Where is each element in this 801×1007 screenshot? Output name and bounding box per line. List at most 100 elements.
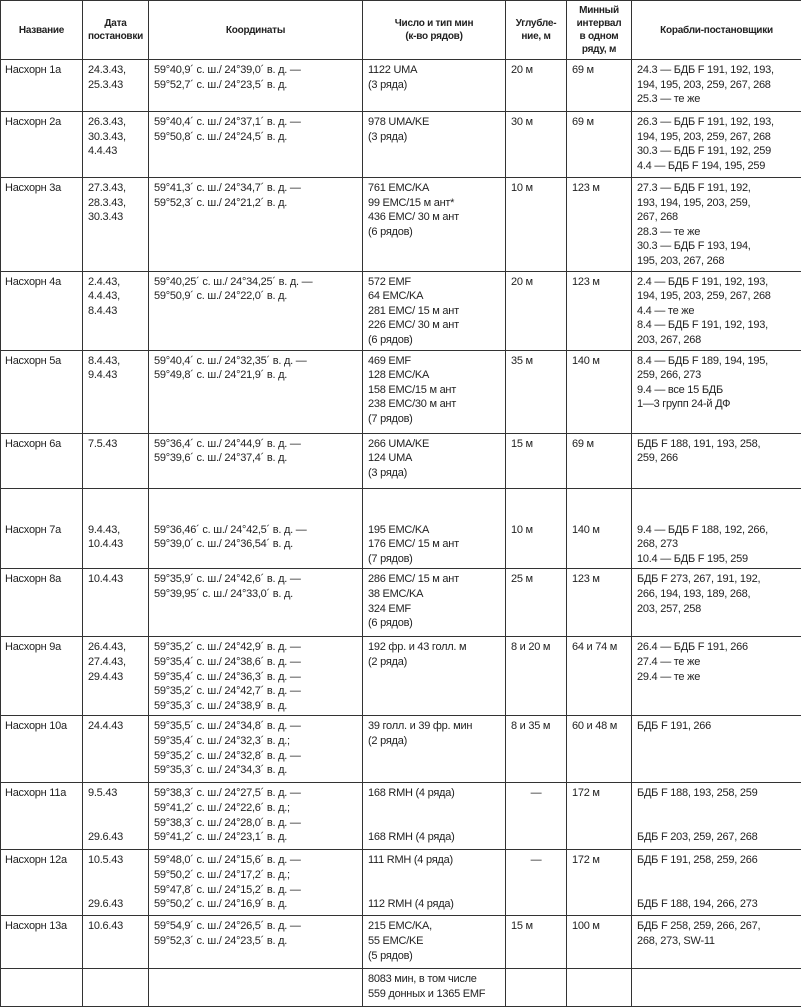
cell-interval: 123 м: [567, 271, 632, 350]
cell-interval: 69 м: [567, 433, 632, 488]
cell-mines: 111 RMH (4 ряда) 112 RMH (4 ряда): [363, 850, 506, 916]
cell-mines: 39 голл. и 39 фр. мин (2 ряда): [363, 716, 506, 783]
cell-date: 7.5.43: [83, 433, 149, 488]
cell-depth: 20 м: [506, 60, 567, 112]
cell-mines: 978 UMA/KE (3 ряда): [363, 112, 506, 178]
cell-name: Насхорн 13а: [1, 916, 83, 969]
cell-ships: 26.4 — БДБ F 191, 266 27.4 — те же 29.4 …: [632, 637, 801, 716]
cell-coordinates: 59°40,25´ с. ш./ 24°34,25´ в. д. — 59°50…: [149, 271, 363, 350]
cell-name: [1, 969, 83, 1007]
cell-ships: 8.4 — БДБ F 189, 194, 195, 259, 266, 273…: [632, 350, 801, 433]
cell-ships: [632, 969, 801, 1007]
cell-date: 9.5.43 29.6.43: [83, 783, 149, 850]
cell-name: Насхорн 10а: [1, 716, 83, 783]
cell-interval: 64 и 74 м: [567, 637, 632, 716]
cell-coordinates: 59°35,2´ с. ш./ 24°42,9´ в. д. — 59°35,4…: [149, 637, 363, 716]
cell-ships: БДБ F 191, 258, 259, 266 БДБ F 188, 194,…: [632, 850, 801, 916]
cell-interval: 140 м: [567, 488, 632, 569]
cell-mines: 286 EMC/ 15 м ант 38 EMC/KA 324 EMF (6 р…: [363, 569, 506, 637]
cell-mines: 266 UMA/KE 124 UMA (3 ряда): [363, 433, 506, 488]
cell-depth: 10 м: [506, 178, 567, 272]
cell-interval: 100 м: [567, 916, 632, 969]
cell-mines: 572 EMF 64 EMC/KA 281 EMC/ 15 м ант 226 …: [363, 271, 506, 350]
cell-depth: 10 м: [506, 488, 567, 569]
header-date: Дата постановки: [83, 1, 149, 60]
cell-ships: БДБ F 258, 259, 266, 267, 268, 273, SW-1…: [632, 916, 801, 969]
cell-mines: 192 фр. и 43 голл. м (2 ряда): [363, 637, 506, 716]
cell-interval: 140 м: [567, 350, 632, 433]
cell-interval: 172 м: [567, 783, 632, 850]
header-depth: Углубле- ние, м: [506, 1, 567, 60]
header-mines: Число и тип мин (к-во рядов): [363, 1, 506, 60]
header-coordinates: Координаты: [149, 1, 363, 60]
cell-depth: 35 м: [506, 350, 567, 433]
cell-interval: [567, 969, 632, 1007]
cell-interval: 60 и 48 м: [567, 716, 632, 783]
cell-name: Насхорн 2а: [1, 112, 83, 178]
cell-date: 8.4.43, 9.4.43: [83, 350, 149, 433]
cell-depth: 15 м: [506, 433, 567, 488]
cell-name: Насхорн 1а: [1, 60, 83, 112]
cell-ships: БДБ F 273, 267, 191, 192, 266, 194, 193,…: [632, 569, 801, 637]
cell-date: 2.4.43, 4.4.43, 8.4.43: [83, 271, 149, 350]
cell-date: 10.5.43 29.6.43: [83, 850, 149, 916]
cell-depth: —: [506, 850, 567, 916]
cell-depth: [506, 969, 567, 1007]
cell-name: Насхорн 7а: [1, 488, 83, 569]
header-ships: Корабли-постановщики: [632, 1, 801, 60]
cell-interval: 123 м: [567, 178, 632, 272]
cell-coordinates: 59°36,46´ с. ш./ 24°42,5´ в. д. — 59°39,…: [149, 488, 363, 569]
cell-depth: 15 м: [506, 916, 567, 969]
cell-interval: 172 м: [567, 850, 632, 916]
cell-name: Насхорн 6а: [1, 433, 83, 488]
cell-depth: 8 и 35 м: [506, 716, 567, 783]
cell-coordinates: 59°36,4´ с. ш./ 24°44,9´ в. д. — 59°39,6…: [149, 433, 363, 488]
cell-date: 26.4.43, 27.4.43, 29.4.43: [83, 637, 149, 716]
cell-name: Насхорн 5а: [1, 350, 83, 433]
cell-coordinates: 59°54,9´ с. ш./ 24°26,5´ в. д. — 59°52,3…: [149, 916, 363, 969]
cell-date: 26.3.43, 30.3.43, 4.4.43: [83, 112, 149, 178]
total-row: 8083 мин, в том числе 559 донных и 1365 …: [1, 969, 801, 1007]
cell-mines: 1122 UMA (3 ряда): [363, 60, 506, 112]
cell-mines: 761 EMC/KA 99 EMC/15 м ант* 436 EMC/ 30 …: [363, 178, 506, 272]
header-row: Название Дата постановки Координаты Числ…: [1, 1, 801, 60]
cell-ships: 26.3 — БДБ F 191, 192, 193, 194, 195, 20…: [632, 112, 801, 178]
cell-date: 24.3.43, 25.3.43: [83, 60, 149, 112]
cell-depth: 25 м: [506, 569, 567, 637]
cell-coordinates: 59°41,3´ с. ш./ 24°34,7´ в. д. — 59°52,3…: [149, 178, 363, 272]
cell-depth: 8 и 20 м: [506, 637, 567, 716]
cell-name: Насхорн 9а: [1, 637, 83, 716]
cell-date: 10.6.43: [83, 916, 149, 969]
cell-date: 24.4.43: [83, 716, 149, 783]
cell-interval: 123 м: [567, 569, 632, 637]
cell-ships: 27.3 — БДБ F 191, 192, 193, 194, 195, 20…: [632, 178, 801, 272]
cell-mines: 469 EMF 128 EMC/KA 158 EMC/15 м ант 238 …: [363, 350, 506, 433]
cell-ships: 2.4 — БДБ F 191, 192, 193, 194, 195, 203…: [632, 271, 801, 350]
cell-mines: 8083 мин, в том числе 559 донных и 1365 …: [363, 969, 506, 1007]
cell-coordinates: 59°40,9´ с. ш./ 24°39,0´ в. д. — 59°52,7…: [149, 60, 363, 112]
cell-interval: 69 м: [567, 112, 632, 178]
cell-name: Насхорн 12а: [1, 850, 83, 916]
cell-interval: 69 м: [567, 60, 632, 112]
header-interval: Минный интервал в одном ряду, м: [567, 1, 632, 60]
cell-coordinates: 59°40,4´ с. ш./ 24°32,35´ в. д. — 59°49,…: [149, 350, 363, 433]
cell-coordinates: 59°35,5´ с. ш./ 24°34,8´ в. д. — 59°35,4…: [149, 716, 363, 783]
cell-name: Насхорн 4а: [1, 271, 83, 350]
cell-date: 10.4.43: [83, 569, 149, 637]
cell-coordinates: [149, 969, 363, 1007]
cell-name: Насхорн 8а: [1, 569, 83, 637]
cell-mines: 215 EMC/KA, 55 EMC/KE (5 рядов): [363, 916, 506, 969]
